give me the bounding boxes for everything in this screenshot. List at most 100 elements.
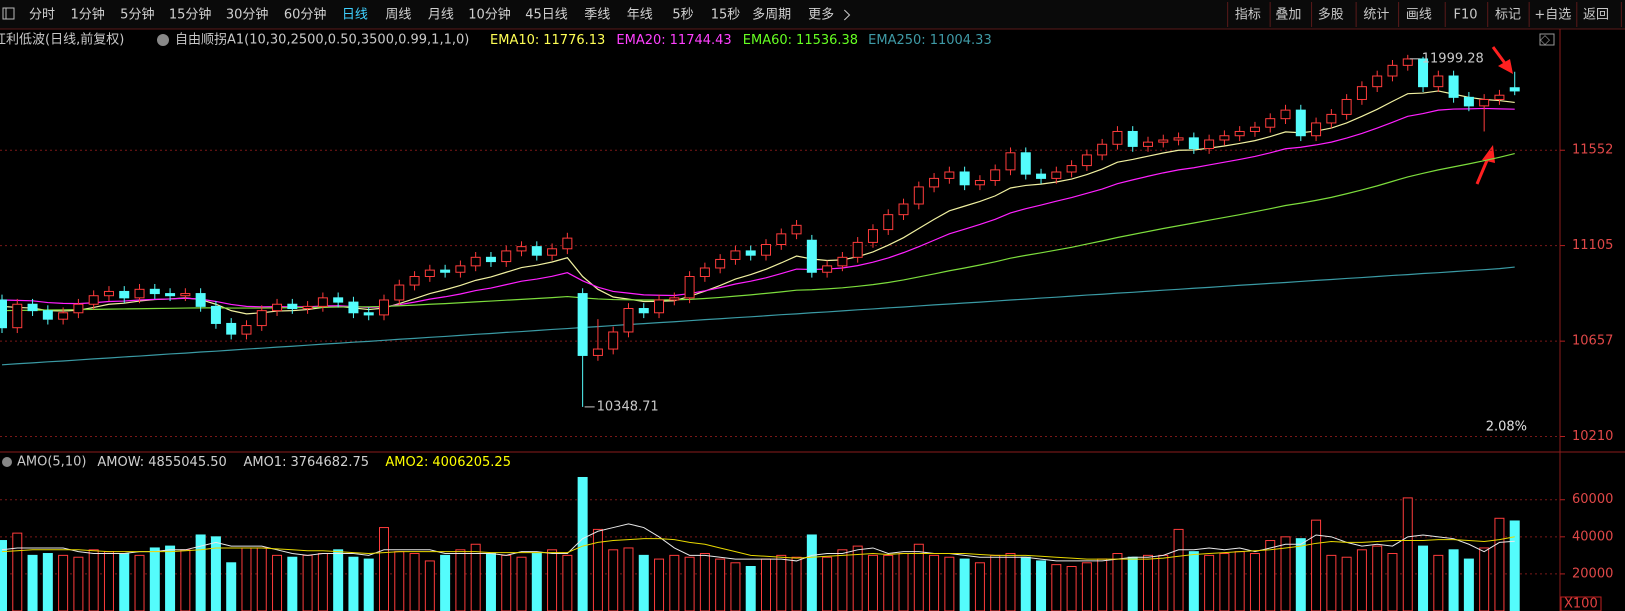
candle-body (1494, 94, 1505, 100)
toolbar-tab[interactable]: 月线 (428, 8, 454, 23)
panel-icon[interactable] (1539, 33, 1555, 46)
candle-body (1234, 130, 1245, 137)
legend-value: 11744.43 (670, 33, 732, 48)
candle-body (241, 325, 252, 335)
candle-body (12, 303, 23, 329)
toolbar-button[interactable]: +自选 (1534, 8, 1571, 23)
candle-body (470, 256, 481, 267)
candle-body (394, 284, 405, 301)
volume-bar (516, 556, 527, 611)
toolbar-button[interactable]: 画线 (1406, 8, 1432, 23)
legend-name: EMA250: (868, 33, 926, 48)
toolbar-button[interactable]: 多股 (1318, 7, 1344, 23)
volume-bar (88, 549, 99, 611)
toolbar-tab[interactable]: 60分钟 (284, 7, 327, 23)
candle-body (149, 288, 160, 295)
volume-bar (1372, 545, 1383, 611)
legend-value: 11776.13 (543, 33, 605, 48)
candle-body (699, 267, 710, 278)
candle-body (745, 250, 756, 256)
volume-bar (409, 553, 420, 611)
toolbar-tab[interactable]: 30分钟 (226, 7, 269, 23)
candle-body (516, 246, 527, 252)
volume-bar (12, 532, 23, 611)
candle-body (761, 244, 771, 256)
toolbar-tab[interactable]: 5分钟 (120, 7, 154, 23)
ema-line (1, 107, 1515, 309)
toolbar-tab[interactable]: 分时 (29, 8, 55, 23)
toolbar-tab[interactable]: 季线 (584, 8, 610, 23)
toolbar-tab[interactable]: 10分钟 (468, 7, 511, 23)
toolbar-tab[interactable]: 日线 (342, 8, 368, 23)
indicator-icon[interactable] (157, 34, 169, 46)
toolbar-tab[interactable]: 5秒 (672, 8, 693, 23)
toolbar-button[interactable]: 统计 (1363, 8, 1389, 23)
candle-body (654, 299, 665, 314)
toolbar-button[interactable]: 标记 (1495, 8, 1521, 23)
candle-body (287, 303, 298, 310)
candle-body (547, 248, 558, 256)
volume-bar (379, 527, 389, 611)
volume-bar (226, 562, 237, 611)
candle-body (302, 305, 313, 310)
menu-icon[interactable] (2, 7, 15, 20)
volume-bar (1402, 497, 1413, 611)
candle-body (715, 258, 726, 269)
candle-body (379, 299, 389, 316)
volume-bar (317, 553, 328, 611)
y-tick-label: 20000 (1572, 566, 1613, 581)
volume-bar (165, 545, 176, 611)
candle-body (1081, 154, 1092, 167)
volume-bar (103, 551, 114, 611)
volume-bar (974, 562, 985, 611)
legend-name: AMO1: (243, 455, 286, 470)
candle-body (837, 256, 848, 267)
toolbar-tab[interactable]: 更多 (808, 7, 834, 23)
volume-bar (531, 553, 542, 611)
volume-plot: 20000 40000 60000 (0, 476, 1613, 611)
toolbar-tab[interactable]: 多周期 (752, 7, 791, 23)
volume-bar (27, 554, 38, 611)
toolbar-button[interactable]: F10 (1454, 8, 1478, 23)
volume-bar (58, 554, 69, 611)
toolbar-button[interactable]: 叠加 (1275, 8, 1301, 23)
candle-body (1036, 173, 1047, 179)
candle-body (272, 303, 283, 312)
toolbar-button[interactable]: 指标 (1235, 8, 1261, 23)
toolbar-button[interactable]: 返回 (1583, 8, 1609, 23)
candle-body (974, 180, 985, 186)
candle-body (852, 241, 863, 258)
volume-bar (776, 554, 787, 611)
toolbar-tab[interactable]: 15分钟 (169, 7, 212, 23)
candle-body (1127, 130, 1138, 147)
volume-bar (1143, 554, 1153, 611)
legend-item: AMO1: 3764682.75 (243, 455, 369, 470)
unit-box (1560, 596, 1602, 611)
candle-body (1020, 152, 1031, 175)
candle-body (959, 171, 970, 186)
amo-line (1, 536, 1515, 560)
y-tick-label: 11552 (1572, 143, 1613, 158)
volume-bar (501, 554, 512, 611)
y-tick-label: 40000 (1572, 529, 1613, 544)
low-label: 10348.71 (597, 399, 659, 414)
toolbar-tab[interactable]: 1分钟 (70, 7, 104, 23)
toolbar-tab[interactable]: 年线 (627, 8, 653, 23)
toolbar-tab[interactable]: 15秒 (711, 8, 741, 23)
volume-bar (1097, 558, 1108, 611)
toolbar-tab[interactable]: 周线 (385, 8, 411, 23)
volume-bar (562, 554, 573, 611)
ema-line (1, 266, 1515, 366)
candle-body (822, 265, 833, 273)
legend-value: 4855045.50 (148, 455, 227, 470)
volume-bar (669, 554, 680, 611)
legend-item: AMOW: 4855045.50 (97, 455, 226, 470)
volume-indicator-icon[interactable] (2, 457, 12, 467)
toolbar-tab[interactable]: 45日线 (525, 8, 568, 23)
candle-body (103, 290, 114, 297)
diamond-icon[interactable]: ◇ (1540, 33, 1550, 48)
candle-body (58, 312, 69, 320)
candle-body (562, 237, 573, 250)
